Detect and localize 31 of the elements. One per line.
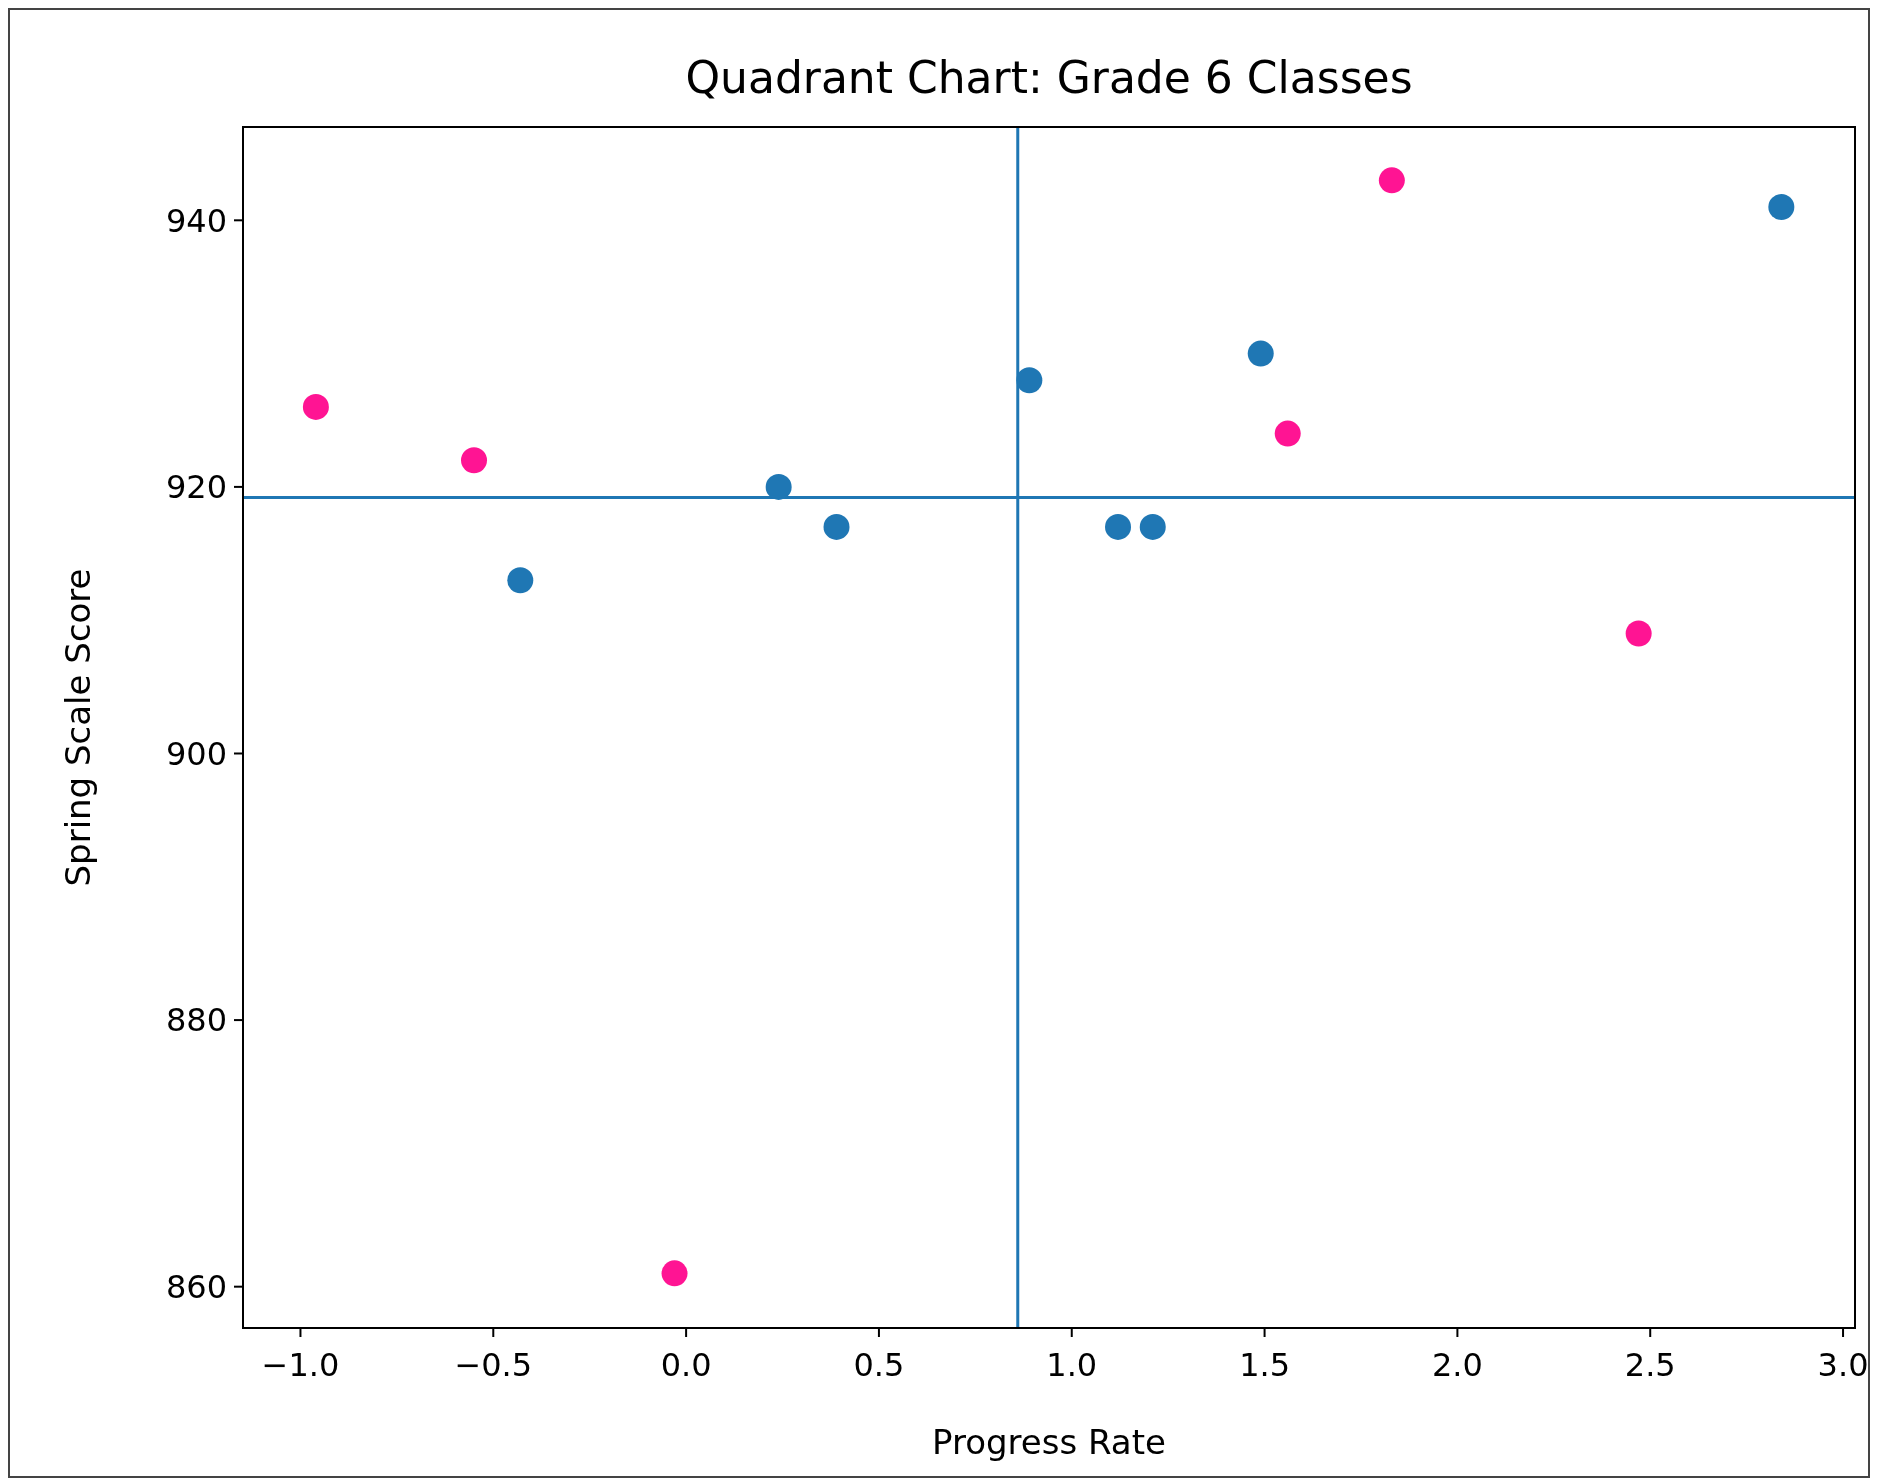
y-tick-label: 860	[165, 1267, 227, 1306]
x-tick-label: 2.0	[1431, 1346, 1483, 1384]
x-tick-label: 2.5	[1624, 1346, 1676, 1384]
point	[823, 513, 850, 540]
x-tick-label: 0.5	[853, 1346, 905, 1384]
chart-title: Quadrant Chart: Grade 6 Classes	[685, 52, 1413, 103]
point	[765, 473, 792, 500]
x-axis-title: Progress Rate	[932, 1422, 1166, 1462]
y-tick-label: 880	[165, 1001, 227, 1040]
x-tick-label: 1.5	[1239, 1346, 1291, 1384]
point	[1105, 513, 1132, 540]
y-tick-label: 900	[165, 734, 227, 773]
point	[1625, 620, 1652, 647]
y-tick-label: 920	[165, 468, 227, 507]
point	[302, 393, 329, 420]
point	[1768, 193, 1795, 220]
x-tick-label: 0.0	[660, 1346, 712, 1384]
y-axis-title: Spring Scale Score	[58, 568, 98, 887]
point	[1378, 167, 1405, 194]
point	[1247, 340, 1274, 367]
point	[507, 567, 534, 594]
point	[1016, 367, 1043, 394]
point	[461, 447, 487, 474]
x-tick-label: 3.0	[1817, 1346, 1869, 1384]
point	[1139, 513, 1166, 540]
x-tick-label: −0.5	[454, 1346, 533, 1384]
y-tick-label: 940	[165, 201, 227, 240]
point	[661, 1260, 688, 1287]
x-tick-label: −1.0	[261, 1346, 340, 1384]
point	[1274, 420, 1301, 447]
x-tick-label: 1.0	[1046, 1346, 1098, 1384]
